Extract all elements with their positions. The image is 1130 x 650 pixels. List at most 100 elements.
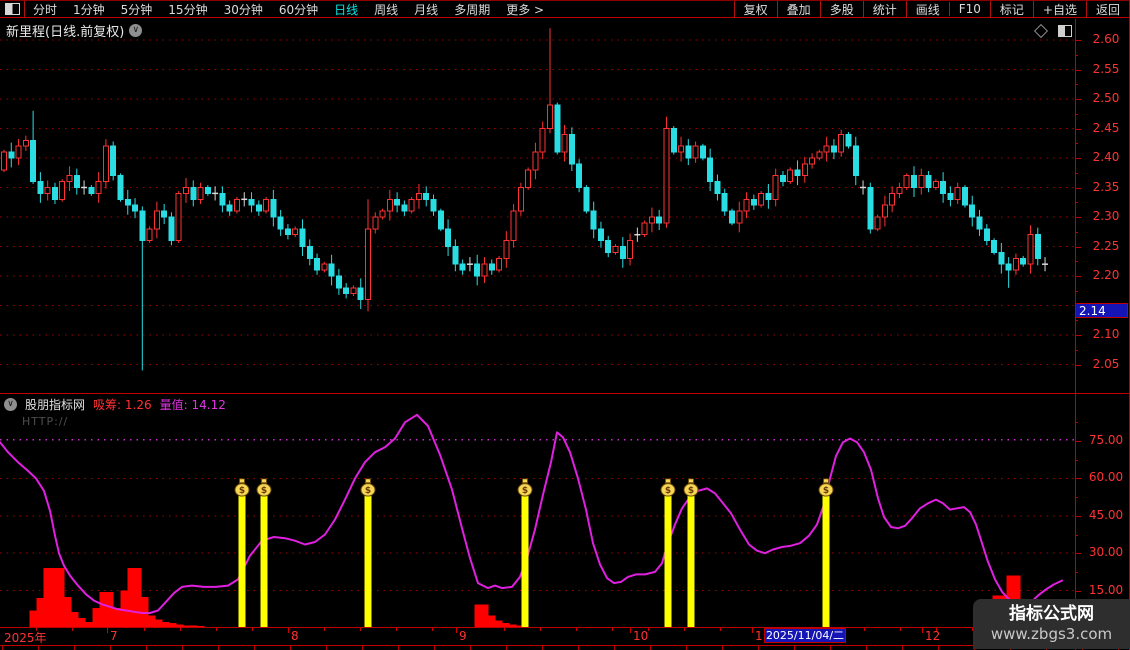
indicator-red-bars [29,568,1049,627]
svg-text:$: $ [261,486,267,496]
price-gridlines [0,39,1075,365]
date-minor-tick [540,628,541,631]
window-split-icon[interactable] [0,1,25,17]
topbar-actions: 复权 叠加 多股 统计 画线 F10 标记 +自选 返回 [733,0,1130,18]
svg-text:$: $ [665,486,671,496]
month-label-9: 9 [459,629,467,643]
price-axis-label: 2.25 [1092,238,1120,253]
topbar-item-4[interactable]: 30分钟 [223,2,263,17]
bottom-strip-tick [506,646,507,650]
current-price-tag: 2.14 [1075,303,1128,319]
title-dropdown-icon[interactable] [129,24,143,37]
price-tick [1075,261,1078,263]
price-tick [1075,276,1081,277]
date-minor-tick [396,628,397,631]
date-minor-tick [180,628,181,631]
price-tick [1075,231,1078,233]
price-tick [1075,320,1078,322]
indicator-field-xichou: 吸筹: 1.26 [93,398,152,412]
date-minor-tick [864,628,865,631]
indicator-axis[interactable]: 75.00 60.00 45.00 30.00 15.00 [1075,393,1130,628]
price-axis-label: 2.10 [1092,327,1120,341]
indicator-field-liangzhi: 量值: 14.12 [159,398,226,412]
indicator-chart: $ $ $ $ $ $ $ [0,413,1075,627]
topbar-action-2[interactable]: 多股 [819,0,863,18]
topbar-action-7[interactable]: +自选 [1032,0,1086,18]
date-minor-tick [144,628,145,631]
money-bag-icon: $ [360,478,376,497]
topbar-action-8[interactable]: 返回 [1085,0,1129,18]
price-tick [1075,290,1078,292]
bottom-strip-tick [830,646,831,650]
indicator-tick [1075,441,1081,442]
bottom-strip-tick [398,646,399,650]
watermark-badge: 指标公式网 www.zbgs3.com [973,599,1130,649]
money-bag-icon: $ [818,478,834,497]
topbar-item-10[interactable]: 更多 > [506,2,545,17]
indicator-tick [1075,478,1081,480]
indicator-bottom-line [0,627,1130,628]
topbar-item-2[interactable]: 5分钟 [120,2,153,17]
chart-corner-icons [1033,23,1072,39]
bottom-strip-tick [938,646,939,650]
price-tick [1075,349,1078,351]
price-tick [1075,246,1081,248]
month-tick [288,628,289,633]
month-label-10: 10 [633,629,649,643]
topbar-action-0[interactable]: 复权 [733,0,777,18]
candles [1,28,1049,371]
indicator-axis-label: 75.00 [1088,433,1124,447]
diamond-icon[interactable] [1033,23,1049,39]
topbar-item-3[interactable]: 15分钟 [168,2,208,17]
bottom-strip-tick [650,646,651,650]
date-minor-tick [324,628,325,631]
date-axis-bottom-line [0,645,1130,646]
bottom-strip-tick [794,646,795,650]
topbar-item-1[interactable]: 1分钟 [73,2,105,17]
date-minor-tick [36,628,37,631]
topbar-action-6[interactable]: 标记 [989,0,1033,18]
bottom-strip-tick [542,646,543,650]
topbar-item-5[interactable]: 60分钟 [278,2,319,17]
topbar-item-6[interactable]: 日线 [334,2,359,17]
date-minor-tick [612,628,613,631]
money-bag-icon: $ [660,478,676,497]
svg-text:$: $ [823,486,829,496]
month-label-12: 12 [925,629,941,643]
topbar-item-0[interactable]: 分时 [33,2,58,17]
bottom-strip-tick [74,646,75,650]
date-minor-tick [216,628,217,631]
topbar-item-7[interactable]: 周线 [374,2,399,17]
topbar-action-4[interactable]: 画线 [905,0,949,18]
topbar-item-9[interactable]: 多周期 [454,2,491,17]
date-axis[interactable]: 2025年 7 8 9 10 11 12 2025/11/04/二 [0,628,1130,645]
price-tick [1075,143,1078,145]
date-minor-tick [360,628,361,631]
indicator-line [0,413,1063,614]
topbar: 分时 1分钟 5分钟 15分钟 30分钟 60分钟 日线 周线 月线 多周期 更多 > 复权 叠加 多股… [0,0,1130,18]
bottom-strip-tick [470,646,471,650]
topbar-action-3[interactable]: 统计 [862,0,906,18]
topbar-item-8[interactable]: 月线 [414,2,439,17]
price-axis-label: 2.60 [1092,32,1120,46]
date-minor-tick [648,628,649,631]
indicator-axis-label: 60.00 [1088,470,1124,485]
indicator-collapse-icon[interactable] [4,398,17,411]
topbar-action-5[interactable]: F10 [948,2,990,16]
price-axis[interactable]: 2.60 2.55 2.50 2.45 2.40 2.35 2.30 2.25 2.20 2.10… [1075,19,1130,393]
svg-text:$: $ [688,486,694,496]
indicator-tick [1075,590,1081,592]
split-screen-icon[interactable] [1058,25,1072,37]
price-axis-label: 2.35 [1092,179,1120,194]
price-tick [1075,202,1078,204]
month-label-8: 8 [291,629,299,643]
price-tick [1075,99,1081,100]
indicator-tick [1075,534,1078,536]
split-square-glyph [4,3,20,15]
money-bag-icon: $ [234,478,250,497]
date-minor-tick [504,628,505,631]
indicator-url-text: HTTP:// [22,415,69,428]
indicator-tick [1075,497,1078,499]
topbar-action-1[interactable]: 叠加 [776,0,820,18]
